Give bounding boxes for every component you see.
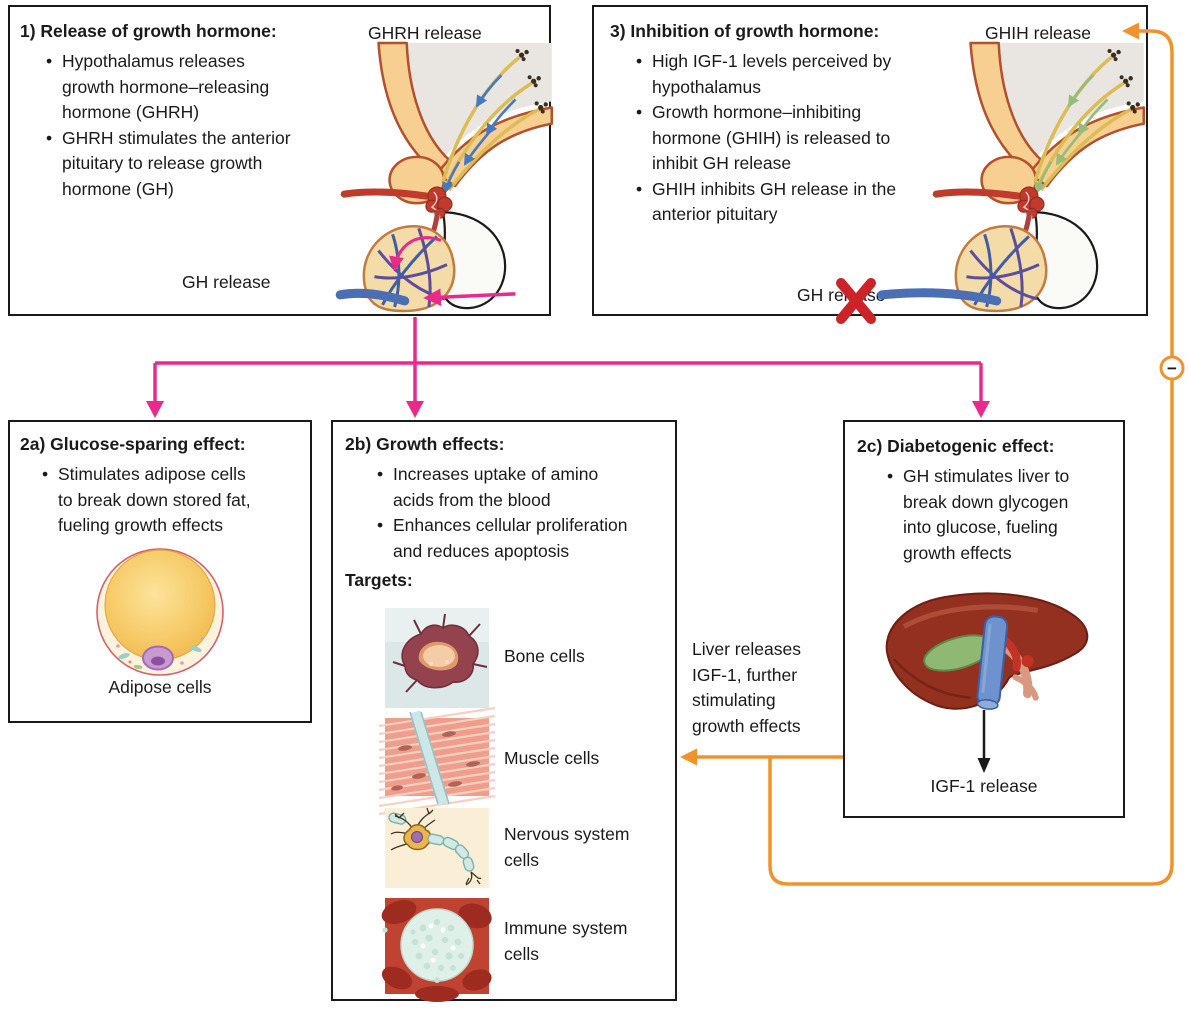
box3-heading: 3) Inhibition of growth hormone: bbox=[610, 21, 880, 41]
bullet-item: Increases uptake of amino acids from the… bbox=[377, 462, 669, 513]
cell-projections bbox=[392, 613, 488, 693]
box-3-inhibition-of-gh: 3) Inhibition of growth hormone: High IG… bbox=[592, 5, 1148, 324]
bullet-line: hormone (GHIH) is released to bbox=[652, 127, 891, 148]
pink-arrowheads bbox=[146, 401, 990, 418]
target-label-line: Bone cells bbox=[504, 646, 585, 666]
bone-cells-image bbox=[385, 608, 489, 708]
target-label: Immune system cells bbox=[504, 916, 628, 967]
target-label: Nervous system cells bbox=[504, 822, 629, 873]
bullet-line: to break down stored fat, bbox=[58, 489, 251, 510]
bullet-item: GHRH stimulates the anterior pituitary t… bbox=[46, 126, 348, 203]
muscle-cells-image bbox=[378, 706, 496, 816]
igf1-release-arrow-icon bbox=[977, 710, 991, 773]
pituitary-hypothalamus-illustration bbox=[335, 41, 554, 313]
bullet-line: Stimulates adipose cells bbox=[58, 464, 246, 484]
liver-illustration bbox=[885, 592, 1089, 710]
red-blood-cells bbox=[381, 899, 492, 1002]
svg-text:−: − bbox=[1167, 359, 1177, 378]
bullet-line: Hypothalamus releases bbox=[62, 51, 245, 71]
red-x-icon bbox=[836, 278, 876, 324]
axon-terminals bbox=[465, 871, 482, 886]
box1-heading: 1) Release of growth hormone: bbox=[20, 21, 277, 41]
gh-release-arrow bbox=[423, 288, 516, 307]
bullet-line: fueling growth effects bbox=[58, 515, 224, 535]
organelle-specks bbox=[116, 637, 204, 670]
target-label-line: Immune system bbox=[504, 918, 628, 938]
bullet-line: Increases uptake of amino bbox=[393, 464, 599, 484]
bullet-line: GHRH stimulates the anterior bbox=[62, 127, 291, 148]
ghrh-release-label: GHRH release bbox=[368, 23, 482, 43]
bullet-line: High IGF-1 levels perceived by bbox=[652, 51, 892, 71]
bullet-item: Stimulates adipose cells to break down s… bbox=[42, 462, 294, 539]
adipose-cells-caption: Adipose cells bbox=[108, 677, 212, 697]
note-line: stimulating bbox=[692, 690, 776, 710]
target-label: Muscle cells bbox=[504, 746, 599, 772]
igf1-release-label: IGF-1 release bbox=[930, 776, 1038, 796]
bullet-line: break down glycogen bbox=[903, 491, 1069, 512]
muscle-nuclei bbox=[391, 731, 480, 791]
axon-terminal-dots bbox=[515, 49, 548, 114]
target-label-line: cells bbox=[504, 943, 540, 964]
bullet-line: growth effects bbox=[903, 542, 1012, 563]
bullet-item: Hypothalamus releases growth hormone–rel… bbox=[46, 49, 348, 126]
box-2a-glucose-sparing: 2a) Glucose-sparing effect: Stimulates a… bbox=[8, 420, 312, 723]
immune-system-cells-image bbox=[381, 898, 492, 1002]
target-label: Bone cells bbox=[504, 644, 585, 670]
box2c-heading: 2c) Diabetogenic effect: bbox=[857, 436, 1055, 456]
gh-release-label: GH release bbox=[182, 272, 271, 292]
bullet-line: acids from the blood bbox=[393, 489, 551, 510]
box-2c-diabetogenic: 2c) Diabetogenic effect: GH stimulates l… bbox=[843, 420, 1125, 818]
target-label-line: Muscle cells bbox=[504, 748, 600, 768]
liver-feedback-note: Liver releases IGF-1, further stimulatin… bbox=[692, 637, 842, 739]
box-2b-growth-effects: 2b) Growth effects: Increases uptake of … bbox=[331, 420, 677, 1002]
bullet-line: Enhances cellular proliferation bbox=[393, 515, 628, 535]
bullet-line: and reduces apoptosis bbox=[393, 540, 570, 561]
cell-granules bbox=[382, 918, 464, 983]
bullet-line: into glucose, fueling bbox=[903, 517, 1058, 537]
bullet-item: High IGF-1 levels perceived by hypothala… bbox=[636, 49, 948, 100]
bullet-line: Growth hormone–inhibiting bbox=[652, 102, 862, 122]
bullet-line: GH stimulates liver to bbox=[903, 466, 1070, 486]
bullet-item: GH stimulates liver to break down glycog… bbox=[887, 464, 1109, 566]
bullet-item: Growth hormone–inhibiting hormone (GHIH)… bbox=[636, 100, 948, 177]
target-label-line: cells bbox=[504, 849, 540, 870]
bullet-line: GHIH inhibits GH release in the bbox=[652, 178, 897, 199]
bullet-item: Enhances cellular proliferation and redu… bbox=[377, 513, 669, 564]
negative-feedback-minus-icon: − bbox=[1159, 355, 1185, 381]
bullet-line: growth hormone–releasing bbox=[62, 76, 270, 97]
bullet-line: hormone (GH) bbox=[62, 178, 174, 199]
targets-heading: Targets: bbox=[345, 570, 413, 590]
adipose-cell-illustration bbox=[96, 548, 224, 676]
bullet-line: hypothalamus bbox=[652, 76, 761, 97]
pituitary-hypothalamus-illustration bbox=[877, 41, 1146, 313]
bullet-line: hormone (GHRH) bbox=[62, 102, 200, 122]
note-line: Liver releases bbox=[692, 639, 801, 659]
box-1-release-of-gh: 1) Release of growth hormone: Hypothalam… bbox=[8, 5, 554, 316]
bullet-line: pituitary to release growth bbox=[62, 153, 263, 173]
bullet-line: anterior pituitary bbox=[652, 204, 778, 224]
target-label-line: Nervous system bbox=[504, 824, 630, 844]
note-line: IGF-1, further bbox=[692, 664, 798, 685]
box2b-heading: 2b) Growth effects: bbox=[345, 434, 505, 454]
box2a-heading: 2a) Glucose-sparing effect: bbox=[20, 434, 246, 454]
nervous-system-cells-image bbox=[385, 807, 489, 888]
gh-distribution-arrows bbox=[153, 317, 983, 403]
bullet-item: GHIH inhibits GH release in the anterior… bbox=[636, 177, 948, 228]
note-line: growth effects bbox=[692, 715, 801, 736]
bullet-line: inhibit GH release bbox=[652, 153, 792, 173]
